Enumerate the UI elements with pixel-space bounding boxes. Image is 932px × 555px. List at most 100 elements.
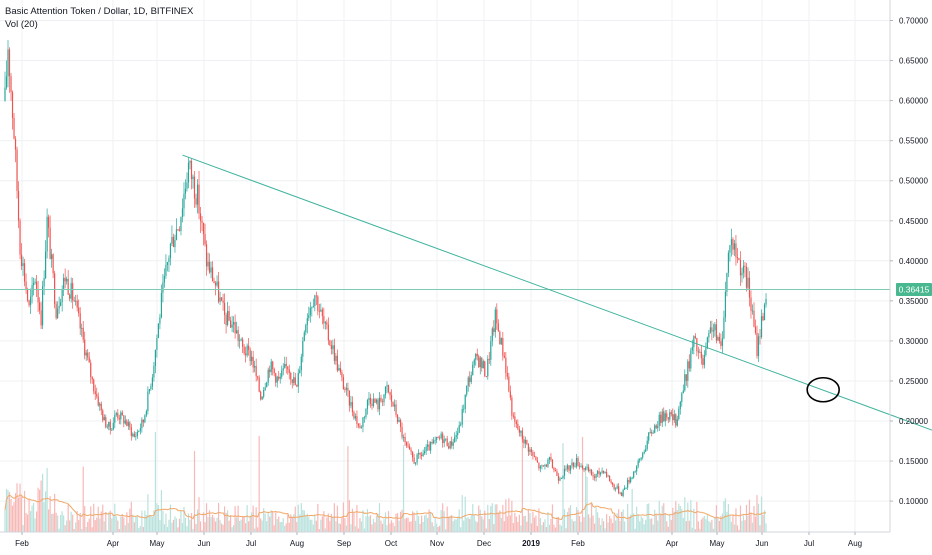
candle-body [63, 278, 64, 289]
volume-bar [370, 515, 371, 532]
candle-body [72, 283, 73, 300]
candle-body [534, 456, 535, 457]
candle-body [138, 431, 139, 432]
volume-bar [155, 432, 156, 532]
volume-bar [400, 512, 401, 532]
volume-bar [292, 517, 293, 532]
volume-bar [505, 499, 506, 532]
volume-bar [744, 520, 745, 532]
volume-bar [624, 521, 625, 532]
volume-bar [426, 514, 427, 532]
candle-body [642, 453, 643, 457]
volume-bar [532, 512, 533, 532]
candle-body [33, 283, 34, 285]
volume-bar [517, 522, 518, 532]
volume-bar [365, 516, 366, 532]
candle-body [487, 359, 488, 376]
candle-body [347, 388, 348, 391]
volume-bar [623, 509, 624, 532]
volume-bar [302, 510, 303, 532]
candle-body [355, 416, 356, 418]
candle-body [213, 281, 214, 283]
candle-body [114, 415, 115, 423]
candle-body [86, 353, 87, 356]
volume-bar [562, 443, 563, 532]
candle-body [478, 356, 479, 367]
candle-body [648, 433, 649, 441]
volume-bar [571, 519, 572, 532]
candle-body [433, 441, 434, 444]
candle-body [391, 395, 392, 402]
candle-body [176, 229, 177, 240]
candle-body [701, 352, 702, 358]
volume-bar [663, 503, 664, 532]
candle-body [19, 221, 20, 255]
volume-bar [556, 517, 557, 532]
volume-bar [123, 517, 124, 532]
candle-body [204, 234, 205, 244]
candle-body [641, 458, 642, 460]
candle-body [314, 295, 315, 306]
volume-bar [432, 522, 433, 532]
trendline[interactable] [182, 155, 932, 451]
volume-bar [228, 521, 229, 532]
candle-body [110, 422, 111, 430]
volume-bar [579, 516, 580, 532]
candle-body [705, 348, 706, 355]
candle-body [31, 285, 32, 296]
volume-bar [325, 529, 326, 532]
volume-bar [182, 523, 183, 532]
candle-body [627, 480, 628, 488]
volume-bar [728, 504, 729, 532]
candle-body [9, 49, 10, 76]
volume-bar [156, 503, 157, 532]
volume-bar [690, 500, 691, 532]
volume-bar [671, 520, 672, 532]
candle-body [235, 322, 236, 333]
candle-body [401, 427, 402, 437]
candle-body [424, 451, 425, 453]
volume-bar [525, 516, 526, 532]
candle-body [442, 434, 443, 443]
volume-bar [576, 507, 577, 532]
volume-bar [374, 522, 375, 532]
volume-bar [65, 525, 66, 532]
volume-bar [141, 511, 142, 532]
candle-body [567, 465, 568, 469]
candle-body [277, 377, 278, 383]
candle-body [707, 337, 708, 348]
candle-body [236, 330, 237, 333]
volume-bar [741, 521, 742, 532]
time-tick-label: Jul [246, 539, 256, 548]
candle-body [338, 368, 339, 370]
volume-bar [71, 512, 72, 532]
volume-bar [678, 504, 679, 532]
candle-body [650, 432, 651, 433]
candle-body [362, 418, 363, 427]
candle-body [404, 437, 405, 442]
candle-body [538, 463, 539, 469]
volume-bar [295, 507, 296, 532]
volume-bar [298, 505, 299, 532]
candle-body [219, 297, 220, 301]
candle-body [744, 266, 745, 267]
volume-bar [747, 515, 748, 532]
price-tick-label: 0.25000 [899, 377, 928, 386]
volume-bar [216, 518, 217, 532]
volume-bar [570, 505, 571, 532]
volume-bar [215, 522, 216, 532]
volume-bar [204, 522, 205, 532]
time-tick-label: Jun [198, 539, 211, 548]
price-axis[interactable]: 0.100000.150000.200000.250000.300000.350… [890, 17, 928, 507]
volume-bar [310, 520, 311, 532]
candle-body [505, 358, 506, 373]
candle-body [242, 339, 243, 347]
volume-bar [716, 505, 717, 532]
volume-bar [740, 506, 741, 532]
candle-body [762, 316, 763, 320]
volume-bar [257, 527, 258, 532]
candle-body [201, 221, 202, 223]
